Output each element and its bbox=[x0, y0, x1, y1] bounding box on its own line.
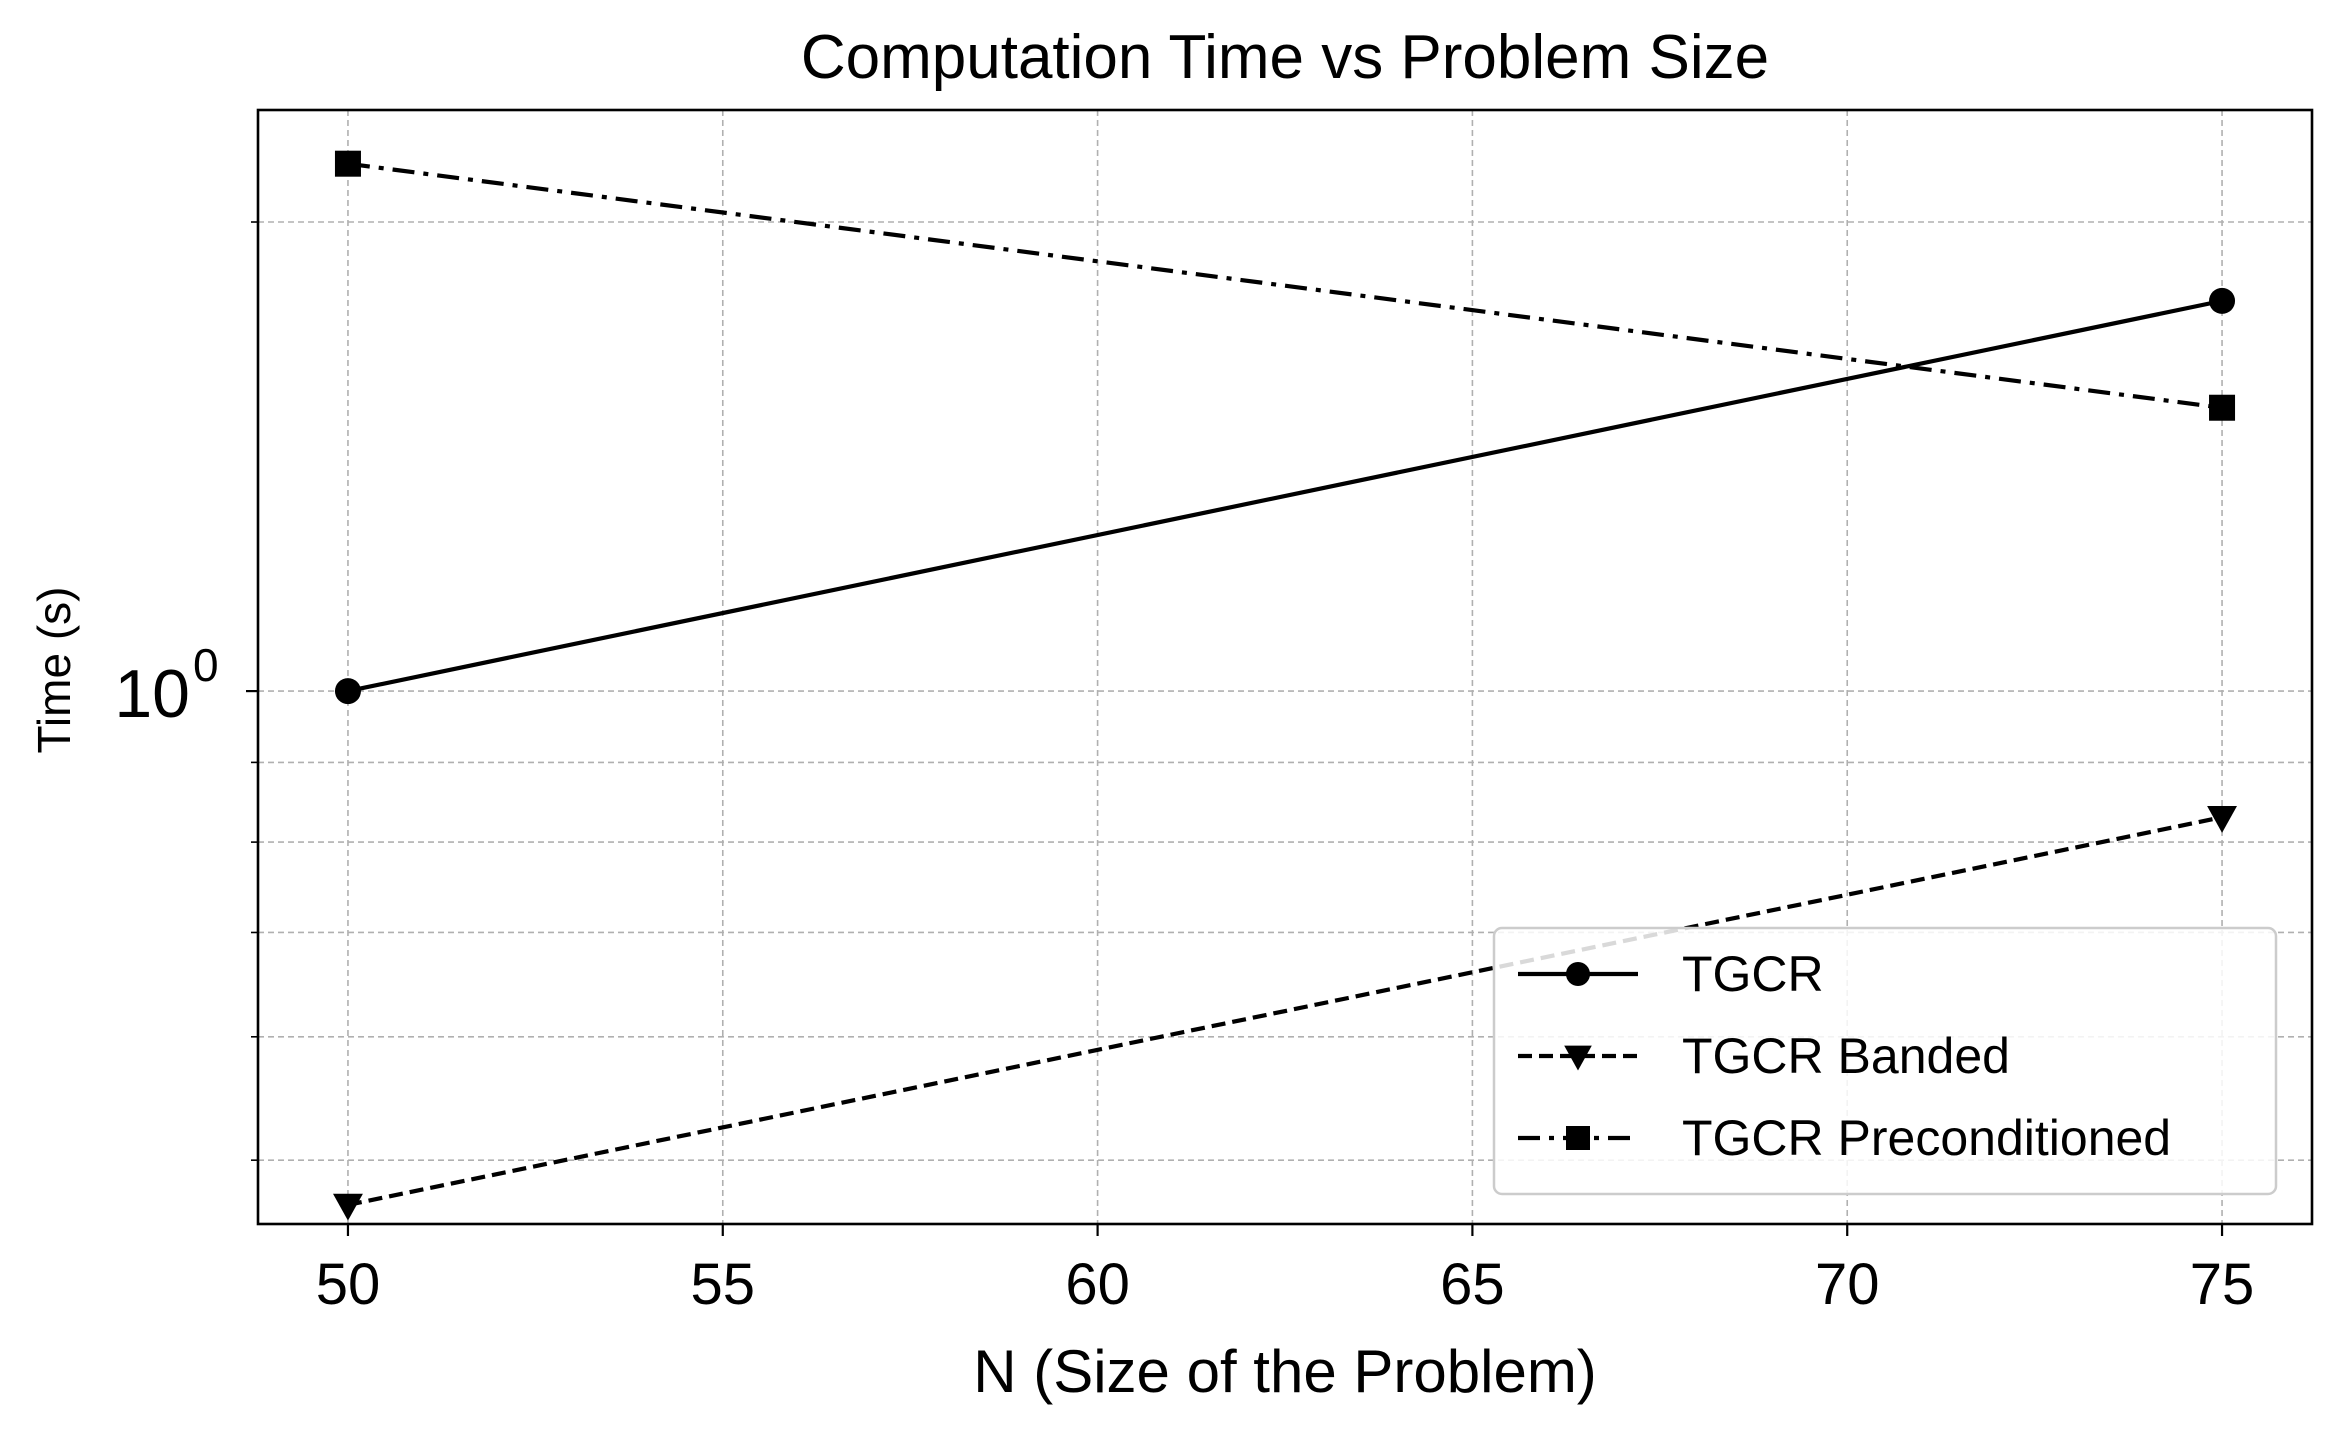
x-tick-label: 55 bbox=[691, 1252, 756, 1317]
legend-marker-tgcr-banded bbox=[1564, 1045, 1592, 1071]
x-tick-label: 50 bbox=[316, 1252, 381, 1317]
series-line-tgcr-banded bbox=[347, 815, 2223, 1207]
series-marker-tgcr-preconditioned bbox=[2209, 394, 2236, 421]
y-axis-label: Time (s) bbox=[28, 587, 80, 754]
x-axis-label: N (Size of the Problem) bbox=[973, 1338, 1597, 1405]
series-marker-tgcr-banded bbox=[2207, 805, 2237, 833]
legend-label-tgcr: TGCR bbox=[1682, 946, 1824, 1002]
series-marker-tgcr-banded bbox=[333, 1193, 363, 1221]
y-tick-label: 10 bbox=[114, 656, 190, 732]
x-tick-label: 70 bbox=[1815, 1252, 1880, 1317]
series-marker-tgcr-preconditioned bbox=[334, 150, 361, 177]
series-group bbox=[333, 150, 2237, 1221]
legend-marker-tgcr-preconditioned bbox=[1566, 1126, 1590, 1150]
x-tick-label: 75 bbox=[2190, 1252, 2255, 1317]
series-marker-tgcr bbox=[334, 678, 361, 705]
series-line-tgcr bbox=[347, 298, 2223, 694]
legend-label-tgcr-preconditioned: TGCR Preconditioned bbox=[1682, 1110, 2171, 1166]
axes: 50 55 60 65 70 75 10 0 bbox=[114, 108, 2314, 1317]
series-line-tgcr-preconditioned bbox=[347, 161, 2223, 410]
chart-title: Computation Time vs Problem Size bbox=[801, 23, 1769, 92]
legend: TGCR TGCR Banded TGCR Preconditioned bbox=[1492, 926, 2278, 1196]
x-tick-label: 60 bbox=[1065, 1252, 1130, 1317]
x-tick-label: 65 bbox=[1440, 1252, 1505, 1317]
legend-label-tgcr-banded: TGCR Banded bbox=[1682, 1028, 2010, 1084]
plot-frame bbox=[256, 108, 2314, 1226]
legend-box bbox=[1492, 926, 2278, 1196]
y-tick-label-exponent: 0 bbox=[193, 639, 219, 691]
series-marker-tgcr bbox=[2209, 287, 2236, 314]
legend-marker-tgcr bbox=[1566, 962, 1590, 986]
